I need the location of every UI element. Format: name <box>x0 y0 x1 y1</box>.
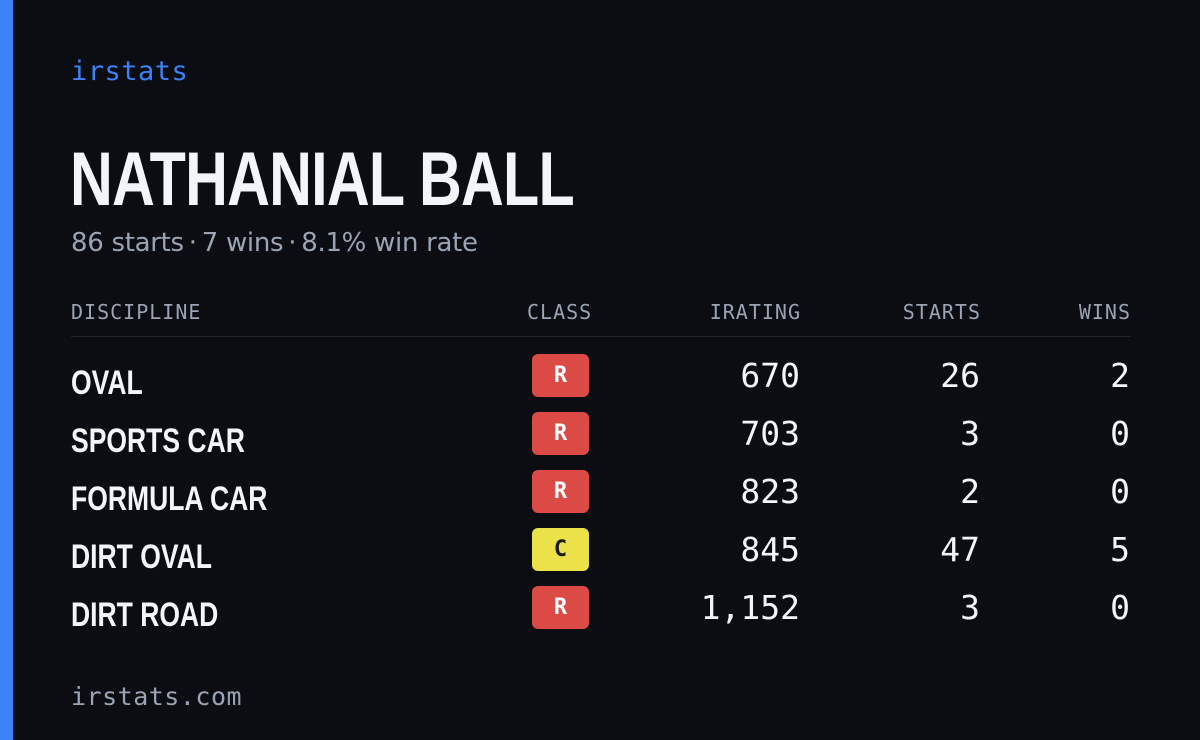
irating-value: 845 <box>740 530 800 569</box>
accent-bar <box>0 0 13 740</box>
column-header-starts: STARTS <box>902 300 981 324</box>
discipline-name: OVAL <box>71 364 143 402</box>
starts-value: 3 <box>960 414 980 453</box>
discipline-name: DIRT ROAD <box>71 596 219 634</box>
starts-value: 3 <box>960 588 980 627</box>
separator-dot: · <box>288 228 297 258</box>
discipline-table: OVAL R 670 26 2 SPORTS CAR R 703 3 0 FOR… <box>71 350 1131 640</box>
wins-value: 0 <box>1110 414 1130 453</box>
starts-value: 47 <box>940 530 980 569</box>
license-class-badge: R <box>532 470 589 513</box>
license-class-badge: R <box>532 586 589 629</box>
column-header-wins: WINS <box>1078 300 1131 324</box>
table-row: OVAL R 670 26 2 <box>71 350 1131 408</box>
footer-url: irstats.com <box>71 682 243 711</box>
discipline-name: FORMULA CAR <box>71 480 268 518</box>
win-rate-summary: 8.1% win rate <box>301 228 478 258</box>
table-row: DIRT OVAL C 845 47 5 <box>71 524 1131 582</box>
irating-value: 1,152 <box>700 588 800 627</box>
brand-logo-text: irstats <box>71 56 189 87</box>
stats-summary: 86 starts · 7 wins · 8.1% win rate <box>71 228 478 258</box>
column-header-discipline: DISCIPLINE <box>71 300 202 324</box>
table-row: DIRT ROAD R 1,152 3 0 <box>71 582 1131 640</box>
separator-dot: · <box>188 228 197 258</box>
column-header-irating: IRATING <box>709 300 801 324</box>
discipline-name: SPORTS CAR <box>71 422 245 460</box>
table-row: FORMULA CAR R 823 2 0 <box>71 466 1131 524</box>
wins-value: 2 <box>1110 356 1130 395</box>
column-header-class: CLASS <box>527 300 593 324</box>
starts-value: 26 <box>940 356 980 395</box>
starts-value: 2 <box>960 472 980 511</box>
page-title: NATHANIAL BALL <box>70 137 575 222</box>
license-class-badge: C <box>532 528 589 571</box>
irating-value: 823 <box>740 472 800 511</box>
table-header: DISCIPLINE CLASS IRATING STARTS WINS <box>71 300 1131 337</box>
license-class-badge: R <box>532 354 589 397</box>
irating-value: 703 <box>740 414 800 453</box>
wins-value: 5 <box>1110 530 1130 569</box>
license-class-badge: R <box>532 412 589 455</box>
irating-value: 670 <box>740 356 800 395</box>
wins-value: 0 <box>1110 472 1130 511</box>
starts-summary: 86 starts <box>71 228 184 258</box>
wins-summary: 7 wins <box>201 228 284 258</box>
table-row: SPORTS CAR R 703 3 0 <box>71 408 1131 466</box>
discipline-name: DIRT OVAL <box>71 538 212 576</box>
wins-value: 0 <box>1110 588 1130 627</box>
